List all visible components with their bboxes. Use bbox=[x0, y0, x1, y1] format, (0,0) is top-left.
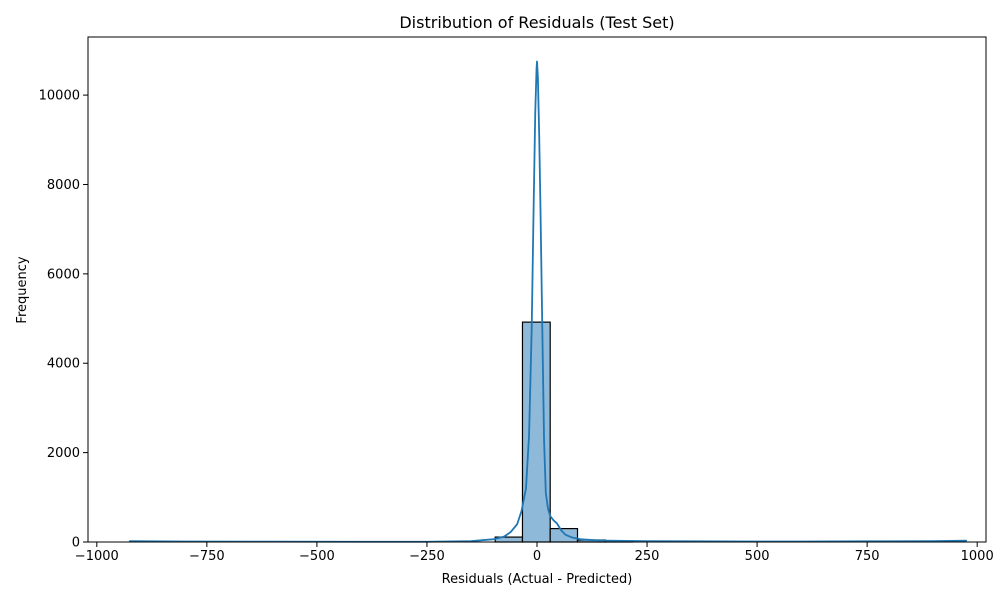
kde-curve-layer bbox=[128, 60, 968, 543]
x-tick-label: −250 bbox=[409, 549, 445, 564]
y-tick-label: 0 bbox=[72, 536, 80, 551]
y-tick-label: 4000 bbox=[47, 357, 80, 372]
y-axis-label: Frequency bbox=[15, 256, 30, 323]
x-tick-label: −750 bbox=[189, 549, 225, 564]
x-axis: −1000 −750 −500 −250 0 250 500 750 1000 bbox=[75, 542, 994, 564]
y-tick-label: 2000 bbox=[47, 446, 80, 461]
chart-title: Distribution of Residuals (Test Set) bbox=[399, 13, 674, 32]
histogram-bar bbox=[521, 321, 551, 543]
x-tick-label: 500 bbox=[745, 549, 770, 564]
histogram-bars bbox=[494, 321, 634, 543]
x-axis-label: Residuals (Actual - Predicted) bbox=[442, 572, 633, 587]
x-tick-label: 0 bbox=[533, 549, 541, 564]
y-tick-label: 8000 bbox=[47, 178, 80, 193]
x-tick-label: 750 bbox=[855, 549, 880, 564]
x-tick-label: −1000 bbox=[75, 549, 119, 564]
y-tick-label: 6000 bbox=[47, 267, 80, 282]
kde-curve bbox=[128, 60, 968, 543]
x-tick-label: −500 bbox=[299, 549, 335, 564]
x-tick-label: 250 bbox=[635, 549, 660, 564]
x-tick-label: 1000 bbox=[961, 549, 994, 564]
y-tick-label: 10000 bbox=[39, 89, 80, 104]
y-axis: 0 2000 4000 6000 8000 10000 bbox=[39, 89, 88, 551]
histogram-bar bbox=[549, 527, 579, 543]
